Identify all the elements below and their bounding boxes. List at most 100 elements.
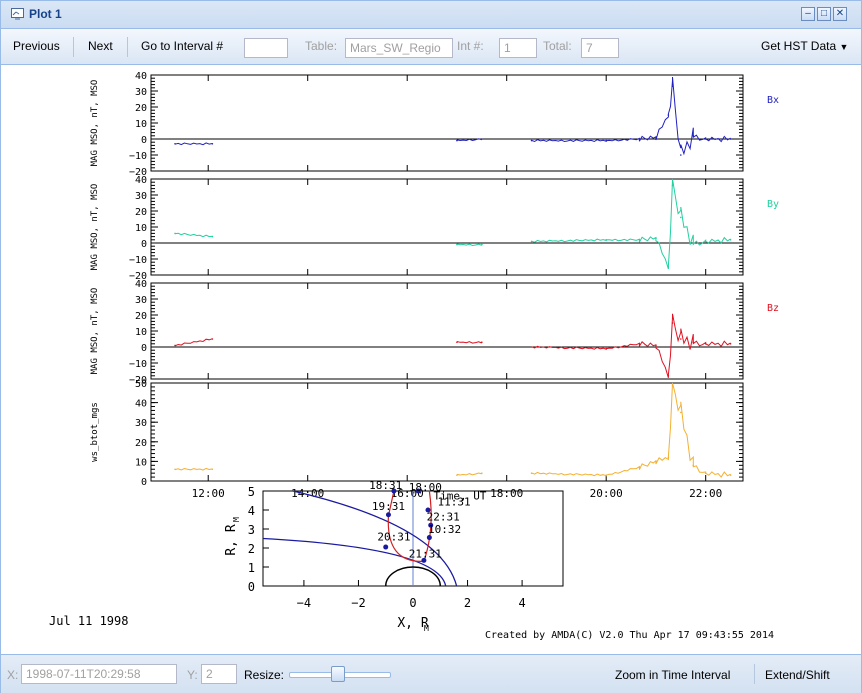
data-point bbox=[456, 243, 458, 246]
toolbar-separator bbox=[73, 37, 74, 57]
goto-interval-input[interactable] bbox=[244, 38, 288, 58]
series-legend: Bz bbox=[767, 303, 779, 314]
y-tick-label: 0 bbox=[141, 135, 147, 146]
orbit-y-tick-label: 4 bbox=[248, 504, 255, 518]
y-coord-label: Y: bbox=[187, 668, 198, 682]
series-line bbox=[531, 178, 731, 270]
get-hst-data-button[interactable]: Get HST Data ▼ bbox=[761, 39, 848, 53]
panel-4: 50 40 30 20 10 0 ws_btot_mgs bbox=[90, 379, 744, 488]
y-tick-label: 40 bbox=[135, 279, 147, 290]
maximize-icon[interactable]: □ bbox=[817, 7, 831, 21]
series-line bbox=[531, 313, 731, 378]
orbit-y-tick-label: 3 bbox=[248, 523, 255, 537]
orbit-ylabel-sub: M bbox=[232, 517, 241, 522]
data-point bbox=[692, 464, 695, 467]
orbit-xlabel: X, R bbox=[397, 616, 428, 631]
series-line bbox=[531, 382, 731, 478]
time-tick-label: 16:00 bbox=[391, 487, 424, 500]
y-tick-label: −10 bbox=[129, 359, 147, 370]
orbit-time-label: 11:31 bbox=[438, 495, 471, 508]
data-point bbox=[680, 216, 682, 219]
series-line bbox=[174, 232, 213, 238]
series-legend: By bbox=[767, 199, 779, 210]
data-point bbox=[655, 344, 657, 347]
panel-ylabel: MAG MSO, nT, MSO bbox=[90, 288, 100, 375]
series-line bbox=[456, 243, 482, 247]
y-tick-label: 10 bbox=[135, 457, 147, 468]
table-input[interactable]: Mars_SW_Regio bbox=[345, 38, 453, 58]
orbit-time-marker bbox=[385, 512, 391, 518]
data-point bbox=[729, 138, 732, 140]
y-tick-label: −20 bbox=[129, 167, 147, 178]
int-label: Int #: bbox=[457, 39, 484, 53]
orbit-y-tick-label: 1 bbox=[248, 561, 255, 575]
data-point bbox=[456, 474, 458, 476]
close-icon[interactable]: ✕ bbox=[833, 7, 847, 21]
panel-ylabel: MAG MSO, nT, MSO bbox=[90, 80, 100, 167]
y-tick-label: 40 bbox=[135, 399, 147, 410]
data-point bbox=[655, 460, 657, 463]
data-point bbox=[211, 235, 214, 238]
resize-slider-thumb[interactable] bbox=[331, 666, 345, 682]
orbit-time-marker bbox=[415, 488, 421, 494]
data-point bbox=[680, 154, 682, 156]
int-input[interactable]: 1 bbox=[499, 38, 537, 58]
toolbar-separator bbox=[127, 37, 128, 57]
plot-area[interactable]: 40 30 20 10 0 −10 −20 MAG MSO, nT, MSO Bx 40 30 20 1… bbox=[1, 65, 861, 653]
orbit-x-tick-label: −2 bbox=[351, 596, 365, 610]
credit-label: Created by AMDA(C) V2.0 Thu Apr 17 09:43… bbox=[485, 630, 774, 641]
data-point bbox=[481, 341, 483, 344]
orbit-time-marker bbox=[383, 544, 389, 550]
total-label: Total: bbox=[543, 39, 572, 53]
data-point bbox=[174, 344, 176, 347]
minimize-icon[interactable]: – bbox=[801, 7, 815, 21]
data-point bbox=[481, 243, 483, 246]
data-point bbox=[530, 472, 533, 474]
orbit-time-label: 10:32 bbox=[428, 523, 461, 536]
y-tick-label: 40 bbox=[135, 175, 147, 186]
data-point bbox=[692, 341, 695, 344]
data-point bbox=[667, 375, 670, 377]
orbit-x-tick-label: 4 bbox=[518, 596, 525, 610]
panel-frame bbox=[150, 282, 744, 380]
panel-ylabel: ws_btot_mgs bbox=[90, 402, 100, 462]
y-tick-label: −10 bbox=[129, 255, 147, 266]
orbit-x-tick-label: −4 bbox=[297, 596, 311, 610]
previous-button[interactable]: Previous bbox=[13, 39, 60, 53]
y-tick-label: 40 bbox=[135, 71, 147, 82]
data-point bbox=[456, 139, 458, 142]
data-point bbox=[667, 114, 670, 116]
data-point bbox=[671, 322, 674, 324]
series-line bbox=[456, 472, 482, 476]
data-point bbox=[680, 338, 682, 340]
zoom-in-time-interval-button[interactable]: Zoom in Time Interval bbox=[615, 668, 731, 682]
total-input[interactable]: 7 bbox=[581, 38, 619, 58]
window-titlebar[interactable]: Plot 1 – □ ✕ bbox=[1, 1, 861, 29]
orbit-y-tick-label: 2 bbox=[248, 542, 255, 556]
date-label: Jul 11 1998 bbox=[49, 614, 128, 628]
panel-3: 40 30 20 10 0 −10 −20 MAG MSO, nT, MSO Bz bbox=[90, 279, 779, 386]
goto-interval-button[interactable]: Go to Interval # bbox=[141, 39, 224, 53]
orbit-time-label: 20:31 bbox=[377, 530, 410, 543]
data-point bbox=[638, 466, 641, 469]
extend-shift-button[interactable]: Extend/Shift bbox=[765, 668, 830, 682]
x-coord-label: X: bbox=[7, 668, 19, 682]
status-bar: X: 1998-07-11T20:29:58 Y: 2 Resize: Zoom… bbox=[1, 654, 861, 693]
data-point bbox=[638, 138, 641, 140]
data-point bbox=[530, 139, 533, 142]
orbit-time-label: 22:31 bbox=[427, 510, 460, 523]
series-legend: Bx bbox=[767, 95, 779, 106]
orbit-y-tick-label: 0 bbox=[248, 580, 255, 594]
orbit-time-marker bbox=[391, 488, 397, 494]
data-point bbox=[481, 472, 483, 474]
y-tick-label: 10 bbox=[135, 119, 147, 130]
data-point bbox=[638, 239, 641, 241]
data-point bbox=[704, 343, 707, 345]
y-tick-label: −10 bbox=[129, 151, 147, 162]
orbit-ylabel: R, R bbox=[224, 524, 239, 555]
data-point bbox=[704, 240, 707, 243]
next-button[interactable]: Next bbox=[88, 39, 113, 53]
data-point bbox=[605, 239, 607, 241]
